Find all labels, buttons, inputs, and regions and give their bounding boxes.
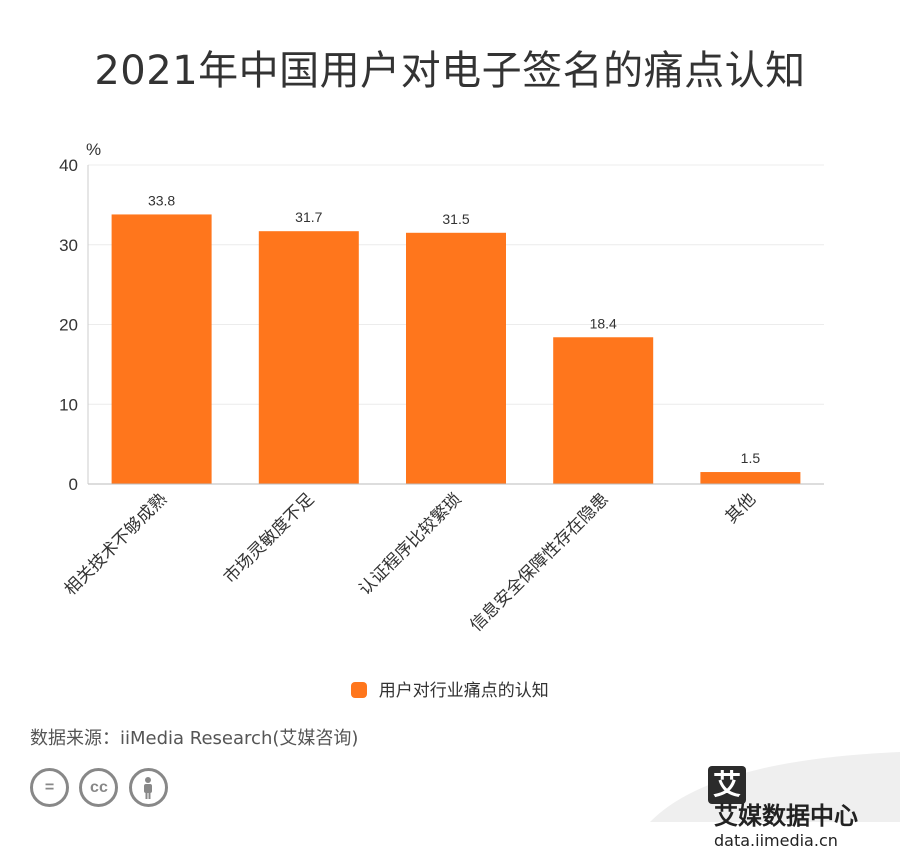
y-tick-label: 20 xyxy=(59,316,78,335)
legend[interactable]: 用户对行业痛点的认知 xyxy=(0,676,900,701)
y-tick-label: 40 xyxy=(59,156,78,175)
person-icon xyxy=(128,768,168,807)
bars xyxy=(111,214,801,484)
bar xyxy=(258,231,359,484)
data-source: 数据来源：iiMedia Research(艾媒咨询) xyxy=(30,728,359,749)
bar xyxy=(406,232,506,484)
data-label: 31.7 xyxy=(295,209,322,225)
page-title: 2021年中国用户对电子签名的痛点认知 xyxy=(94,48,806,94)
x-axis-labels: 相关技术不够成熟 市场灵敏度不足 认证程序比较繁琐 信息安全保障性存在隐患 其他 xyxy=(60,489,760,636)
x-tick-label: 市场灵敏度不足 xyxy=(220,489,318,587)
x-tick-label: 其他 xyxy=(722,489,760,527)
x-tick-label: 信息安全保障性存在隐患 xyxy=(466,489,612,635)
license-icons: = cc xyxy=(30,768,174,807)
y-tick-label: 10 xyxy=(59,395,78,414)
data-label: 31.5 xyxy=(442,211,469,227)
y-axis-ticks: 0 10 20 30 40 xyxy=(59,156,78,494)
equals-icon: = xyxy=(30,768,69,807)
bar xyxy=(553,337,654,484)
brand-background xyxy=(650,752,900,822)
data-label: 1.5 xyxy=(741,450,761,466)
brand: 艾 艾媒数据中心 data.iimedia.cn xyxy=(708,766,900,850)
legend-label: 用户对行业痛点的认知 xyxy=(378,681,549,701)
data-label: 18.4 xyxy=(590,315,617,331)
y-tick-label: 0 xyxy=(69,475,78,494)
cc-icon: cc xyxy=(79,768,119,807)
brand-url: data.iimedia.cn xyxy=(714,831,838,850)
y-tick-label: 30 xyxy=(59,236,78,255)
legend-swatch xyxy=(351,682,368,698)
brand-logo-icon: 艾 xyxy=(708,766,746,804)
x-tick-label: 相关技术不够成熟 xyxy=(60,489,171,600)
bar xyxy=(700,472,801,484)
data-label: 33.8 xyxy=(148,192,175,208)
bar xyxy=(111,214,212,484)
data-labels: 33.8 31.7 31.5 18.4 1.5 xyxy=(148,192,760,466)
y-axis-unit: % xyxy=(86,140,101,159)
bar-chart: 0 10 20 30 40 33.8 31.7 31.5 18.4 1.5 相关技术不够成熟 市场… xyxy=(59,140,824,636)
brand-name: 艾媒数据中心 xyxy=(714,802,858,830)
x-tick-label: 认证程序比较繁琐 xyxy=(355,489,465,599)
